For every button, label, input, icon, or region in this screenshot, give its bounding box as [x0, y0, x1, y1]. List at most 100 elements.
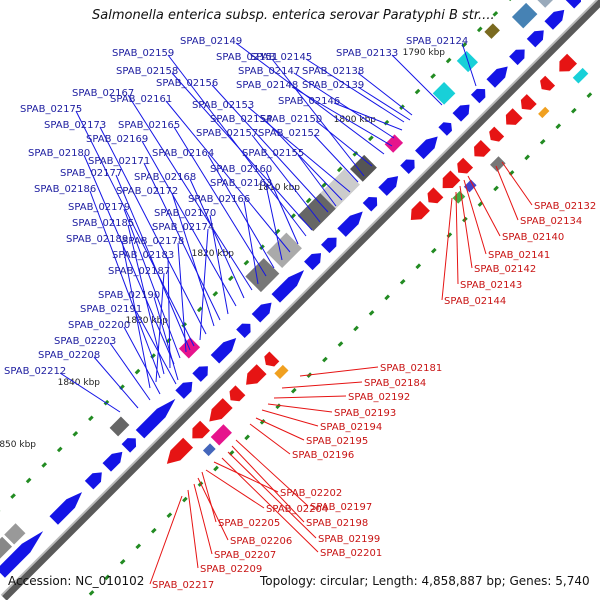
gc-mark	[166, 512, 173, 518]
gc-mark	[368, 135, 374, 142]
forward-leader-line	[305, 58, 405, 123]
gc-mark-shape	[196, 306, 203, 313]
forward-gene-arrow-shape	[236, 323, 251, 339]
reverse-gene-arrow	[505, 108, 523, 125]
forward-gene-label: SPAB_02150	[260, 114, 322, 125]
forward-gene-label: SPAB_02178	[122, 236, 184, 247]
gc-mark	[368, 310, 375, 316]
forward-gene-arrow	[210, 338, 237, 364]
forward-gene-arrow	[49, 492, 83, 525]
gc-mark-shape	[555, 123, 562, 130]
gc-mark-shape	[368, 310, 375, 316]
forward-leader-line	[251, 134, 321, 223]
gc-mark-shape	[25, 477, 32, 484]
forward-gene-arrow	[175, 381, 193, 399]
forward-gene-arrow-shape	[400, 159, 415, 174]
reverse-leader-line	[281, 381, 363, 389]
reverse-gene-label: SPAB_02132	[534, 201, 596, 212]
forward-leader-line	[155, 272, 165, 383]
gc-mark-shape	[259, 418, 266, 425]
gc-mark-shape	[10, 493, 16, 499]
forward-gene-label: SPAB_02165	[118, 120, 180, 131]
gc-mark-shape	[166, 512, 173, 518]
gc-mark	[244, 434, 250, 441]
feature-block-shape	[0, 536, 13, 563]
forward-gene-label: SPAB_02167	[72, 88, 134, 99]
reverse-gene-label: SPAB_02193	[334, 408, 396, 419]
gc-mark-shape	[493, 185, 499, 192]
forward-gene-arrow-shape	[438, 122, 452, 136]
reverse-gene-arrow	[457, 157, 474, 174]
forward-gene-arrow	[337, 211, 363, 237]
gc-mark-shape	[322, 356, 328, 363]
forward-gene-arrow-shape	[0, 531, 44, 578]
forward-leader-line	[123, 326, 161, 395]
gc-mark	[415, 263, 422, 270]
gc-mark	[134, 368, 141, 375]
forward-gene-arrow	[438, 122, 452, 136]
gc-mark	[492, 10, 499, 17]
forward-gene-arrow	[509, 49, 525, 66]
forward-gene-label: SPAB_02159	[112, 48, 174, 59]
forward-gene-label: SPAB_02154	[210, 114, 272, 125]
gc-mark-shape	[570, 107, 577, 114]
gc-mark	[135, 543, 142, 550]
reverse-leader-line	[441, 197, 453, 301]
forward-gene-arrow-shape	[304, 253, 322, 271]
forward-gene-label: SPAB_02203	[54, 336, 116, 347]
forward-gene-arrow	[400, 159, 415, 174]
forward-gene-arrow	[452, 104, 470, 122]
forward-gene-label: SPAB_02174	[152, 222, 214, 233]
gc-mark	[430, 73, 436, 79]
reverse-gene-arrow-shape	[166, 437, 194, 464]
reverse-leader-line	[463, 179, 487, 255]
forward-leader-line	[207, 154, 275, 269]
forward-gene-label: SPAB_02200	[68, 320, 130, 331]
forward-gene-arrow	[0, 531, 44, 578]
forward-leader-line	[143, 162, 221, 321]
gc-mark-shape	[243, 259, 250, 266]
forward-leader-line	[93, 356, 139, 409]
forward-gene-label: SPAB_02173	[44, 120, 106, 131]
gc-mark-shape	[430, 73, 436, 79]
gc-mark-shape	[492, 10, 499, 17]
forward-leader-line	[315, 120, 373, 167]
gc-mark	[56, 446, 63, 453]
gc-mark-shape	[275, 403, 282, 410]
forward-gene-arrow	[544, 9, 565, 30]
reverse-leader-line	[193, 483, 213, 555]
reverse-gene-label: SPAB_02141	[488, 250, 550, 261]
forward-gene-arrow-shape	[544, 9, 565, 30]
gc-mark-shape	[104, 574, 110, 581]
feature-block	[4, 523, 26, 545]
forward-gene-label: SPAB_02208	[38, 350, 100, 361]
gc-mark	[104, 574, 110, 581]
forward-gene-arrow-shape	[452, 104, 470, 122]
reverse-gene-arrow	[229, 385, 246, 402]
reverse-gene-arrow-shape	[209, 398, 233, 422]
forward-gene-arrow	[84, 472, 102, 490]
feature-block-shape	[456, 50, 479, 73]
reverse-gene-label: SPAB_02134	[520, 216, 582, 227]
forward-gene-arrow-shape	[175, 381, 193, 399]
feature-block	[529, 0, 567, 8]
forward-leader-line	[357, 86, 411, 121]
feature-block	[456, 50, 479, 73]
reverse-gene-arrow-shape	[264, 351, 280, 367]
reverse-leader-line	[495, 165, 519, 221]
reverse-gene-arrow	[540, 75, 556, 91]
forward-leader-line	[109, 342, 151, 401]
reverse-gene-arrow-shape	[246, 364, 267, 385]
gc-mark	[275, 403, 282, 410]
gc-mark	[445, 57, 452, 64]
forward-gene-arrow-shape	[415, 136, 438, 160]
reverse-gene-arrow	[520, 94, 537, 110]
reverse-gene-label: SPAB_02144	[444, 296, 506, 307]
reverse-leader-line	[213, 461, 279, 493]
forward-gene-arrow-shape	[84, 472, 102, 490]
reverse-gene-arrow-shape	[410, 200, 430, 220]
feature-block-shape	[538, 106, 550, 119]
forward-gene-label: SPAB_02156	[156, 78, 218, 89]
